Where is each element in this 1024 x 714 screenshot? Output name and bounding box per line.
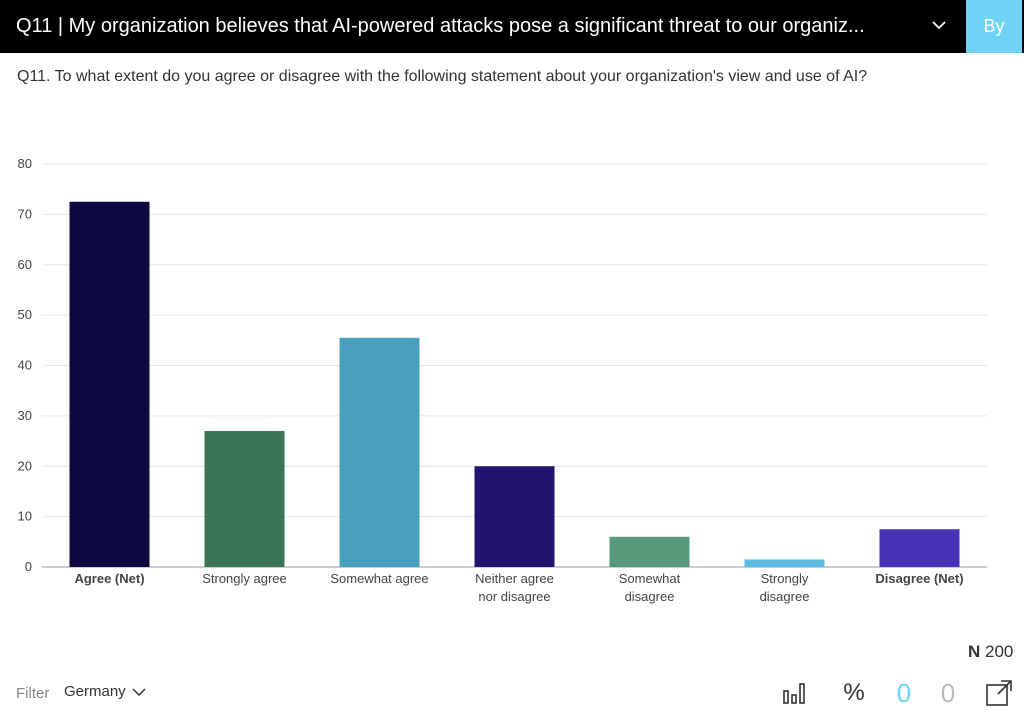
sample-size-prefix: N — [968, 642, 981, 661]
x-tick-label: nor disagree — [478, 589, 550, 604]
x-tick-label: Disagree (Net) — [875, 571, 963, 586]
x-tick-label: Somewhat — [619, 571, 681, 586]
bar-chart-icon[interactable] — [780, 678, 808, 708]
bar — [204, 430, 285, 567]
sample-size: N 200 — [968, 642, 1013, 662]
y-tick-label: 0 — [25, 559, 32, 574]
filter-label: Filter — [16, 685, 50, 702]
x-tick-label: Strongly — [761, 571, 809, 586]
header-bar: Q11 | My organization believes that AI-p… — [0, 0, 1024, 53]
y-tick-label: 60 — [18, 257, 32, 272]
y-tick-label: 40 — [18, 358, 32, 373]
question-title: Q11 | My organization believes that AI-p… — [16, 15, 865, 37]
chevron-down-icon — [932, 21, 946, 30]
question-text: Q11. To what extent do you agree or disa… — [17, 68, 868, 85]
y-tick-label: 70 — [18, 206, 32, 221]
bar — [339, 337, 420, 567]
by-button[interactable]: By — [966, 0, 1022, 53]
y-tick-label: 80 — [18, 156, 32, 171]
bar — [744, 559, 825, 567]
bar-chart-glyph-icon — [783, 683, 805, 704]
y-tick-label: 10 — [18, 509, 32, 524]
bar — [879, 529, 960, 567]
export-icon[interactable] — [984, 678, 1014, 708]
bar — [609, 536, 690, 567]
x-tick-label: Strongly agree — [202, 571, 287, 586]
sample-size-value: 200 — [985, 642, 1014, 661]
count-toggle-b[interactable]: 0 — [940, 677, 956, 708]
filter-dropdown[interactable]: Germany — [64, 683, 146, 700]
y-tick-label: 30 — [18, 408, 32, 423]
external-link-icon — [986, 680, 1012, 706]
x-tick-label: disagree — [760, 589, 810, 604]
question-selector[interactable]: Q11 | My organization believes that AI-p… — [0, 0, 966, 53]
bar-chart: 0 10 20 30 40 50 60 70 80 Agree (Net) Strongly agr… — [18, 156, 987, 604]
x-tick-label: Somewhat agree — [330, 571, 428, 586]
y-tick-label: 50 — [18, 307, 32, 322]
filter-value: Germany — [64, 683, 126, 700]
x-tick-label: Agree (Net) — [74, 571, 144, 586]
x-tick-label: Neither agree — [475, 571, 554, 586]
count-toggle-a[interactable]: 0 — [896, 677, 912, 708]
chevron-down-icon — [132, 687, 146, 696]
y-tick-label: 20 — [18, 458, 32, 473]
x-tick-label: disagree — [625, 589, 675, 604]
bar — [69, 201, 150, 567]
percent-toggle[interactable]: % — [843, 679, 865, 706]
bar — [474, 466, 555, 567]
